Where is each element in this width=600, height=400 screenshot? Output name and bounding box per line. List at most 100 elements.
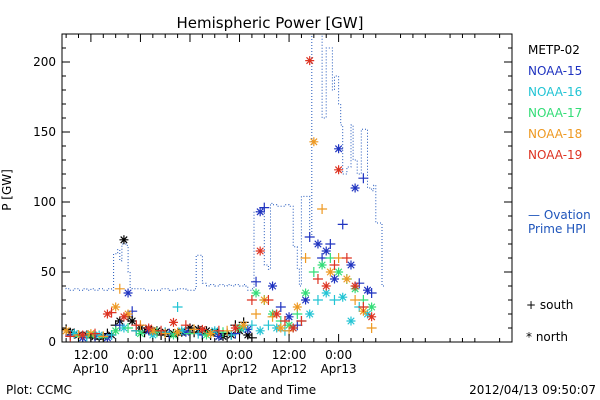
data-point-north: [123, 309, 133, 319]
data-point-north: [334, 267, 344, 277]
data-point-north: [363, 285, 373, 295]
data-point-north: [177, 326, 187, 336]
data-point-south: [296, 316, 307, 326]
data-point-north: [350, 183, 360, 193]
data-point-north: [255, 326, 265, 336]
data-point-north: [329, 274, 339, 284]
legend-entry: NOAA-16: [528, 85, 582, 99]
data-point-south: [172, 302, 183, 312]
legend: METP-02 NOAA-15 NOAA-16 NOAA-17 NOAA-18 NOAA-…: [526, 43, 591, 344]
x-tick-label: Apr10: [73, 362, 109, 376]
plot-credit: Plot: CCMC: [6, 383, 72, 397]
timestamp: 2012/04/13 09:50:07: [469, 383, 596, 397]
ovation-hpi-line: [62, 34, 384, 291]
x-tick-label: Apr12: [222, 362, 258, 376]
data-point-south: [329, 260, 340, 270]
x-tick-label: 0:00: [325, 348, 352, 362]
data-point-north: [62, 326, 71, 336]
x-tick-label: Apr12: [271, 362, 307, 376]
data-point-north: [292, 302, 302, 312]
data-point-north: [321, 246, 331, 256]
data-point-north: [127, 316, 137, 326]
data-point-south: [350, 295, 361, 305]
data-point-north: [321, 288, 331, 298]
x-tick-label: Apr11: [122, 362, 158, 376]
series-noaa-18: [62, 137, 377, 342]
y-tick-label: 150: [33, 125, 56, 139]
y-tick-label: 50: [41, 265, 56, 279]
data-point-south: [329, 295, 340, 305]
data-point-north: [214, 331, 224, 341]
y-tick-label: 100: [33, 195, 56, 209]
data-point-south: [218, 327, 229, 338]
plot-frame: [61, 33, 513, 343]
x-tick-label: Apr11: [172, 362, 208, 376]
data-point-south: [226, 330, 237, 340]
data-point-north: [284, 320, 294, 330]
data-point-north: [367, 312, 377, 322]
data-point-north: [168, 317, 178, 327]
data-point-south: [246, 320, 257, 331]
x-tick-label: 12:00: [272, 348, 307, 362]
data-point-north: [363, 309, 373, 319]
data-point-south: [180, 320, 191, 331]
data-point-north: [350, 281, 360, 291]
data-point-north: [123, 288, 133, 298]
y-tick-label: 0: [48, 335, 56, 349]
x-tick-label: Apr13: [321, 362, 357, 376]
data-point-north: [251, 288, 261, 298]
data-point-north: [346, 260, 356, 270]
data-point-north: [301, 288, 311, 298]
data-point-south: [263, 320, 274, 331]
x-tick-label: 12:00: [74, 348, 109, 362]
data-point-south: [114, 283, 125, 294]
x-tick-label: 0:00: [226, 348, 253, 362]
data-point-north: [367, 302, 377, 312]
legend-marker-north: * north: [526, 330, 568, 344]
data-point-north: [135, 329, 145, 339]
data-point-south: [304, 232, 315, 242]
data-point-north: [78, 330, 88, 340]
data-point-north: [334, 144, 344, 154]
data-point-north: [313, 239, 323, 249]
legend-entry: NOAA-15: [528, 64, 582, 78]
data-point-south: [279, 316, 290, 326]
legend-marker-south: + south: [526, 298, 573, 312]
data-point-south: [90, 328, 101, 339]
data-point-north: [317, 260, 327, 270]
data-point-north: [301, 295, 311, 305]
data-point-south: [275, 302, 286, 312]
data-point-north: [181, 327, 191, 337]
data-point-south: [366, 288, 377, 298]
data-point-north: [334, 165, 344, 175]
data-point-south: [213, 325, 224, 336]
data-point-south: [263, 295, 274, 305]
data-point-north: [272, 309, 282, 319]
data-point-south: [312, 274, 323, 284]
data-point-north: [255, 246, 265, 256]
series-noaa-19: [65, 56, 377, 342]
data-point-south: [65, 331, 76, 342]
data-point-north: [206, 329, 216, 339]
data-point-south: [337, 219, 348, 230]
data-point-south: [246, 295, 257, 305]
data-point-north: [230, 323, 240, 333]
data-point-north: [119, 235, 129, 245]
x-tick-label: 0:00: [127, 348, 154, 362]
data-point-north: [255, 207, 265, 217]
data-point-south: [106, 307, 117, 318]
data-point-north: [276, 323, 286, 333]
data-point-north: [173, 327, 183, 337]
legend-entry: NOAA-17: [528, 106, 582, 120]
data-point-north: [284, 312, 294, 322]
y-axis-label: P [GW]: [0, 169, 14, 211]
data-point-north: [268, 281, 278, 291]
data-point-north: [346, 316, 356, 326]
data-point-north: [288, 323, 298, 333]
data-point-south: [160, 328, 171, 339]
data-point-north: [243, 330, 253, 340]
data-point-north: [119, 312, 129, 322]
data-point-south: [341, 253, 352, 263]
data-point-north: [243, 324, 253, 334]
